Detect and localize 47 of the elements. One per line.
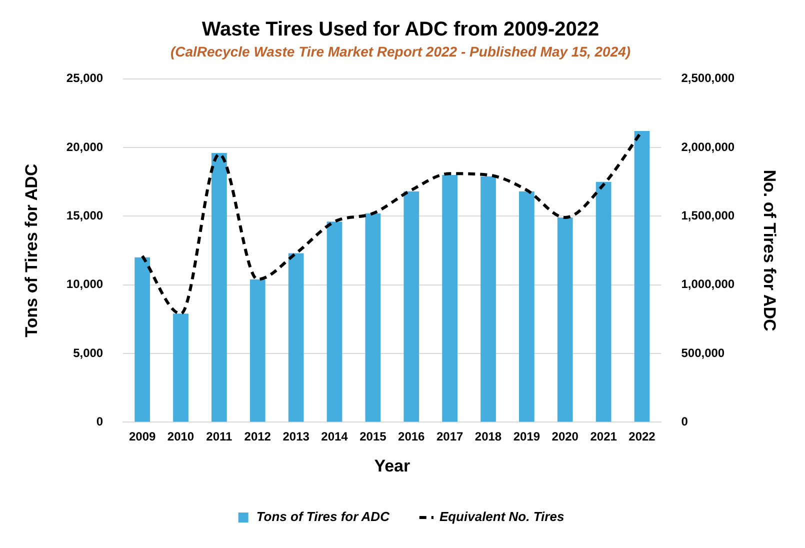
legend-label: Equivalent No. Tires [439,509,564,524]
y2-tick-label: 0 [681,414,688,429]
bar [596,182,612,422]
bar [250,279,266,422]
x-tick-label: 2015 [360,430,387,444]
bar [134,257,150,422]
y2-tick-label: 2,000,000 [681,140,735,154]
x-tick-label: 2021 [590,430,618,444]
y2-tick-label: 1,000,000 [681,277,735,292]
x-axis-title: Year [374,456,410,476]
y2-tick-label: 1,500,000 [681,208,735,222]
chart-subtitle: (CalRecycle Waste Tire Market Report 2022 - Published May 15, 2024) [170,43,631,60]
bar [557,218,573,422]
x-tick-label: 2009 [128,430,156,444]
y2-tick-label: 2,500,000 [681,71,735,86]
y2-axis-title: No. of Tires for ADC [760,170,780,332]
bar [480,176,496,422]
y-tick-label: 10,000 [66,277,104,292]
x-tick-label: 2013 [282,430,310,444]
y2-tick-label: 500,000 [681,346,725,360]
x-tick-label: 2016 [398,430,426,444]
bar [365,213,381,422]
x-tick-label: 2010 [167,430,194,444]
bar [519,191,534,422]
y-tick-label: 20,000 [66,140,104,154]
chart-title: Waste Tires Used for ADC from 2009-2022 [202,18,600,41]
y-tick-label: 0 [96,414,104,429]
bar [288,253,304,422]
x-tick-label: 2018 [474,430,502,444]
x-tick-label: 2022 [628,430,656,444]
legend-label: Tons of Tires for ADC [256,509,390,524]
y-tick-label: 5,000 [73,346,104,360]
x-tick-label: 2011 [206,430,233,444]
x-tick-label: 2014 [321,430,348,444]
bar [173,314,188,422]
bar [326,222,342,422]
bar [634,130,650,422]
bar [442,174,458,422]
y-tick-label: 15,000 [66,208,104,222]
y-axis-title: Tons of Tires for ADC [22,164,41,338]
x-tick-label: 2020 [552,430,579,444]
bar [212,152,227,422]
y-tick-label: 25,000 [66,71,104,86]
x-tick-label: 2019 [513,430,540,444]
x-tick-label: 2012 [244,430,272,444]
x-tick-label: 2017 [436,430,464,444]
bar [404,191,420,422]
